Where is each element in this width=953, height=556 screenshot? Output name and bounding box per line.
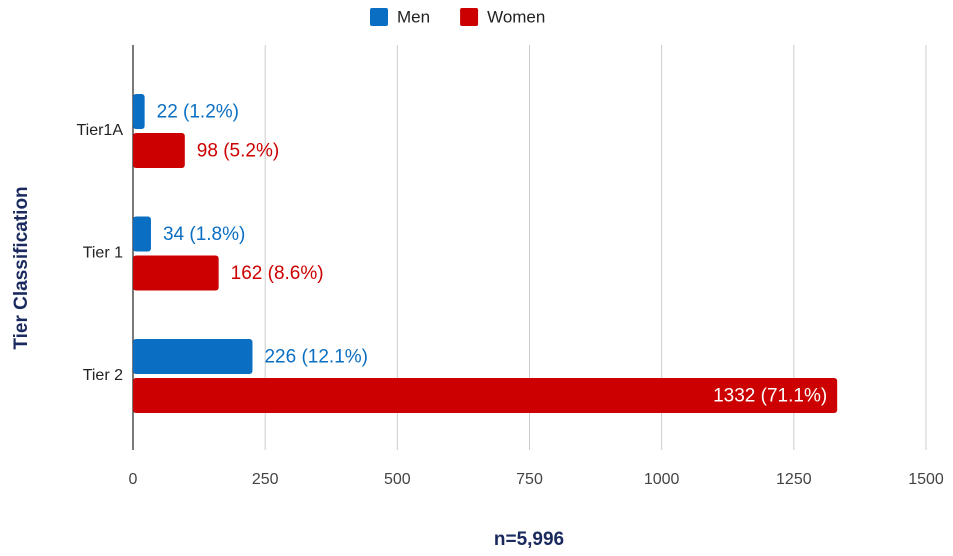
legend-swatch: [370, 8, 388, 26]
data-label: 1332 (71.1%): [713, 386, 827, 407]
bar: [133, 94, 145, 129]
x-tick-label: 1000: [644, 471, 680, 488]
bar: [133, 378, 838, 413]
x-tick-label: 250: [252, 471, 279, 488]
x-tick-label: 500: [384, 471, 411, 488]
legend-label: Men: [397, 7, 430, 26]
data-label: 226 (12.1%): [264, 347, 368, 368]
y-tick-label: Tier1A: [76, 122, 123, 139]
legend-label: Women: [487, 7, 545, 26]
data-label: 98 (5.2%): [197, 141, 279, 162]
x-tick-label: 0: [129, 471, 138, 488]
bar: [133, 133, 185, 168]
y-tick-label: Tier 1: [83, 245, 123, 262]
data-label: 22 (1.2%): [157, 102, 239, 123]
legend-swatch: [460, 8, 479, 26]
bar: [133, 255, 219, 291]
y-axis-title: Tier Classification: [11, 186, 32, 349]
x-tick-label: 750: [516, 471, 543, 488]
x-tick-label: 1250: [776, 471, 812, 488]
data-label: 34 (1.8%): [163, 224, 245, 245]
y-tick-label: Tier 2: [83, 367, 123, 384]
bar: [133, 216, 151, 252]
data-label: 162 (8.6%): [231, 263, 324, 284]
bar: [133, 339, 253, 374]
x-tick-label: 1500: [908, 471, 944, 488]
x-axis-title: n=5,996: [494, 529, 564, 550]
